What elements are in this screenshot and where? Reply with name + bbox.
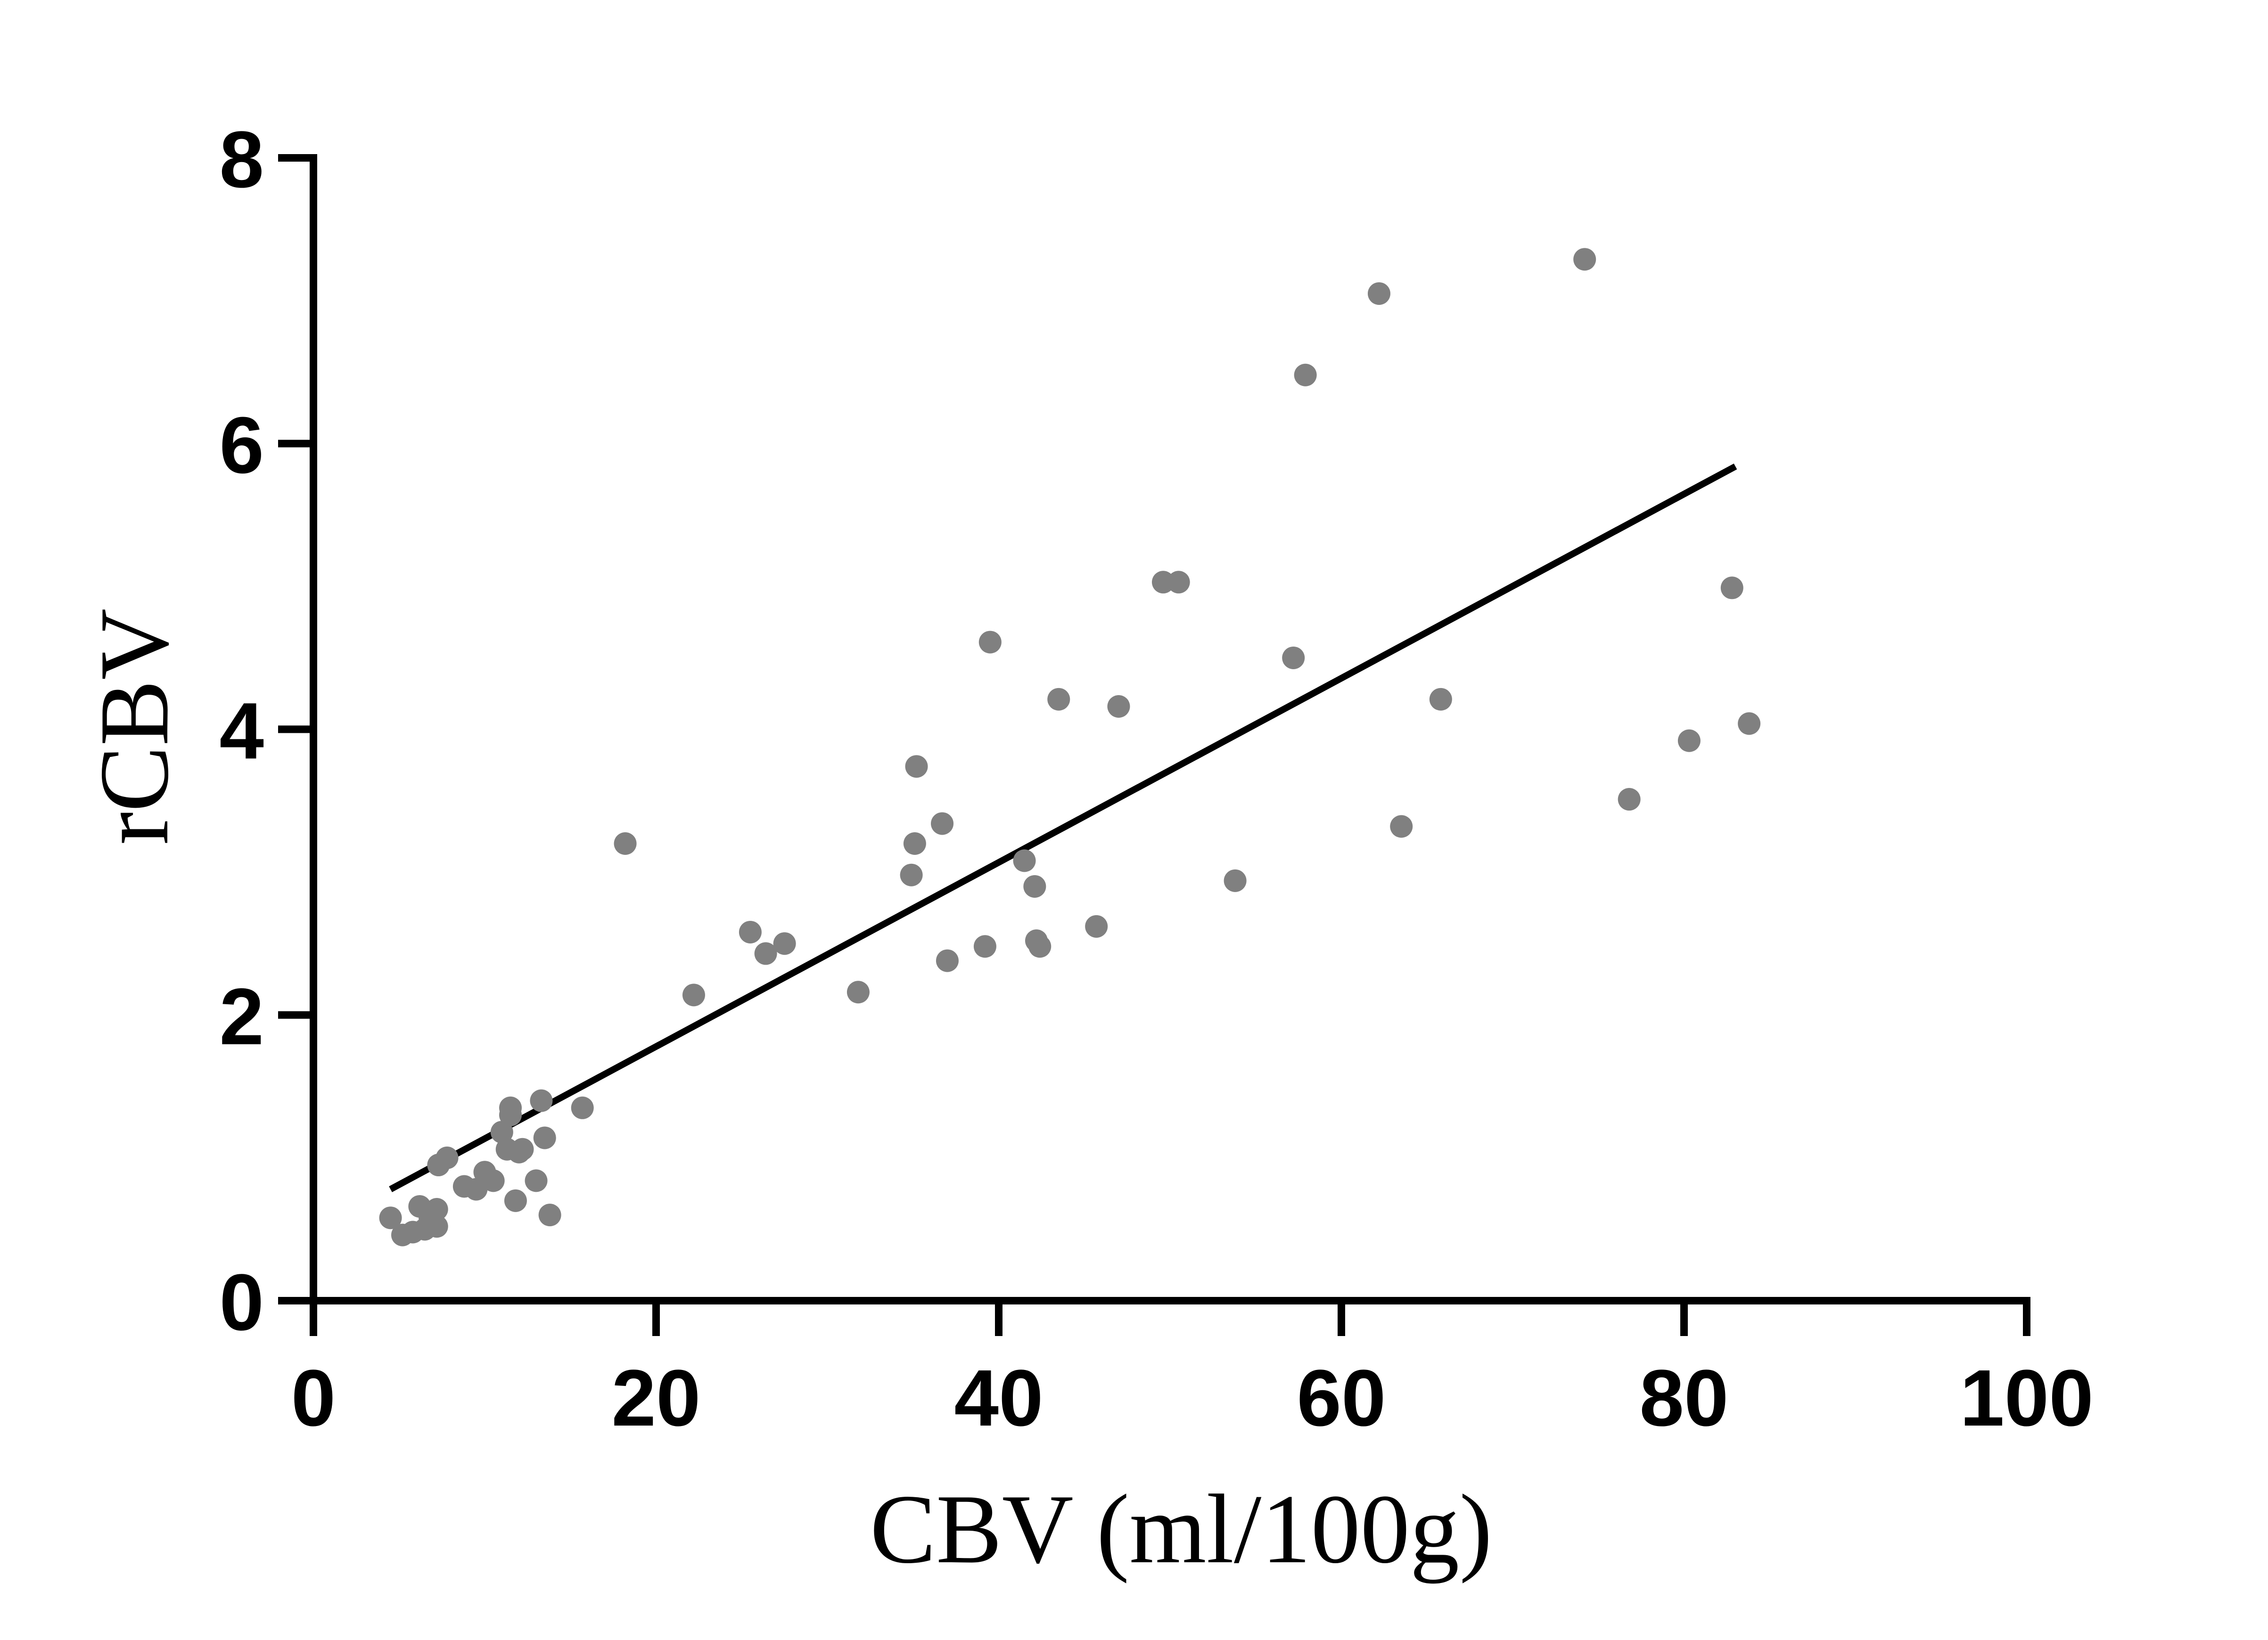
data-point xyxy=(530,1089,553,1112)
data-point xyxy=(973,935,996,958)
ticks: 0 20 40 60 80 100 0 2 4 6 8 xyxy=(219,115,2093,1443)
y-axis-title: rCBV xyxy=(80,608,189,845)
data-point xyxy=(499,1096,522,1119)
data-point xyxy=(614,832,637,855)
data-point xyxy=(1047,688,1070,711)
data-point xyxy=(1028,935,1052,958)
data-point xyxy=(846,981,870,1004)
y-tick-label: 4 xyxy=(219,687,264,776)
x-tick-label: 100 xyxy=(1960,1353,2094,1443)
data-point xyxy=(1013,849,1036,872)
data-point xyxy=(1390,815,1413,838)
data-point xyxy=(425,1198,448,1221)
data-point xyxy=(490,1121,513,1144)
data-point xyxy=(538,1204,561,1227)
x-tick-label: 80 xyxy=(1639,1353,1728,1443)
data-point xyxy=(511,1138,534,1161)
axes xyxy=(310,154,2030,1304)
data-point xyxy=(533,1126,556,1149)
data-point xyxy=(682,984,705,1007)
data-point xyxy=(936,949,959,972)
data-point xyxy=(754,942,777,965)
data-point xyxy=(436,1146,459,1169)
x-tick-label: 0 xyxy=(291,1353,336,1443)
data-point xyxy=(1167,571,1190,594)
regression-line-group xyxy=(389,463,1737,1192)
y-tick-label: 0 xyxy=(219,1258,264,1347)
regression-line xyxy=(389,463,1737,1192)
data-point xyxy=(482,1169,505,1192)
data-point xyxy=(1677,729,1701,752)
x-tick-label: 40 xyxy=(954,1353,1043,1443)
data-point xyxy=(1107,695,1130,718)
data-point xyxy=(931,812,954,835)
x-axis-title: CBV (ml/100g) xyxy=(870,1475,1492,1584)
data-point xyxy=(1573,248,1596,271)
data-point xyxy=(900,863,923,886)
y-tick-label: 6 xyxy=(219,401,264,490)
data-point xyxy=(571,1096,594,1119)
data-point xyxy=(773,932,796,955)
data-point xyxy=(1085,915,1108,938)
x-tick-label: 20 xyxy=(611,1353,700,1443)
data-point xyxy=(1224,869,1247,892)
data-points xyxy=(379,248,1761,1246)
data-point xyxy=(1023,875,1046,898)
data-point xyxy=(465,1178,488,1201)
data-point xyxy=(739,920,762,943)
data-point xyxy=(1367,282,1390,305)
x-tick-label: 60 xyxy=(1297,1353,1386,1443)
data-point xyxy=(525,1169,548,1192)
y-tick-label: 2 xyxy=(219,972,264,1062)
data-point xyxy=(1282,646,1305,669)
data-point xyxy=(1294,363,1317,386)
data-point xyxy=(1738,712,1761,735)
data-point xyxy=(504,1189,527,1212)
y-tick-label: 8 xyxy=(219,115,264,205)
data-point xyxy=(978,631,1002,654)
data-point xyxy=(379,1206,402,1230)
data-point xyxy=(425,1215,448,1238)
data-point xyxy=(905,755,928,778)
data-point xyxy=(1618,788,1641,811)
data-point xyxy=(1720,576,1743,599)
data-point xyxy=(903,832,926,855)
data-point xyxy=(1429,688,1452,711)
